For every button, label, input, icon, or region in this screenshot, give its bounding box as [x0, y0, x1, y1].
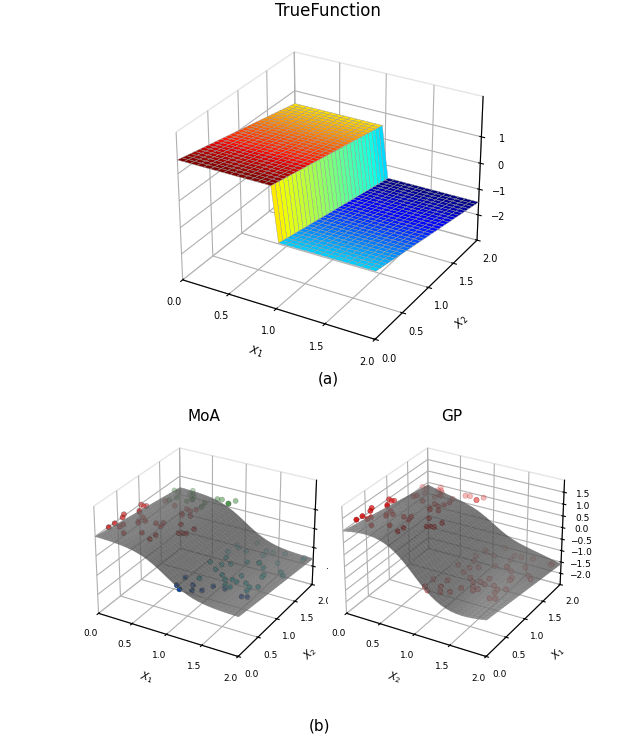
Y-axis label: $X_2$: $X_2$: [452, 312, 472, 331]
Title: GP: GP: [442, 409, 463, 423]
X-axis label: $X_1$: $X_1$: [247, 343, 265, 360]
Text: (b): (b): [309, 719, 331, 734]
Title: TrueFunction: TrueFunction: [275, 2, 381, 21]
X-axis label: $X_2$: $X_2$: [386, 669, 403, 686]
Y-axis label: $X_1$: $X_1$: [548, 644, 568, 663]
X-axis label: $X_1$: $X_1$: [138, 669, 155, 686]
Text: (a): (a): [317, 372, 339, 387]
Y-axis label: $X_2$: $X_2$: [300, 644, 319, 663]
Title: MoA: MoA: [188, 409, 220, 423]
